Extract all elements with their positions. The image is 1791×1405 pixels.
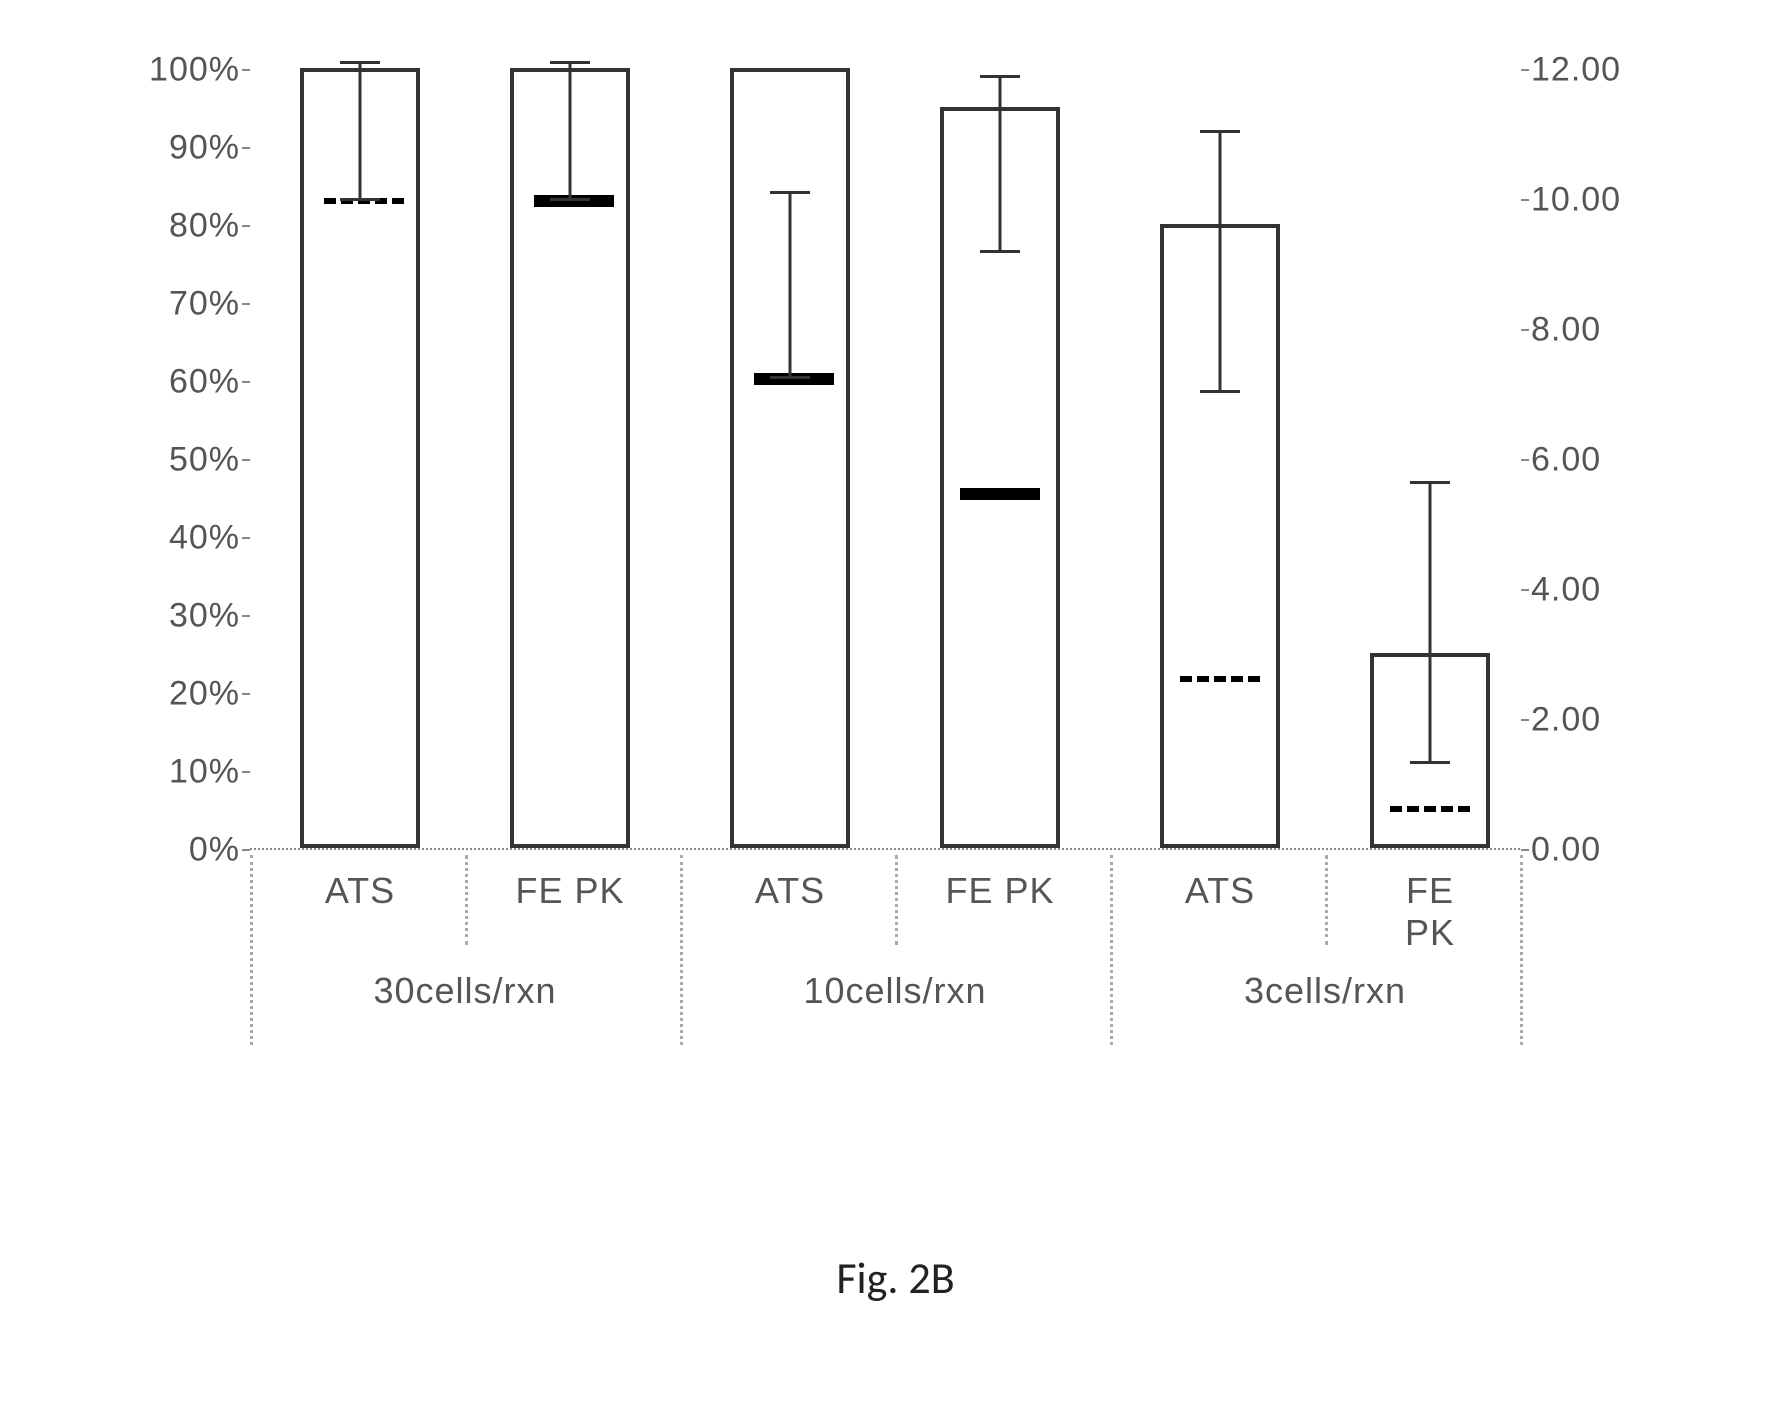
figure-caption: Fig. 2B xyxy=(836,1251,954,1305)
bar-10cells-ats xyxy=(730,68,850,848)
x-label-bar-0: ATS xyxy=(325,870,395,912)
error-cap-icon xyxy=(550,61,590,64)
x-labels-row2: 30cells/rxn 10cells/rxn 3cells/rxn xyxy=(250,970,1520,1030)
bar-30cells-fepk xyxy=(510,68,630,848)
tick-mark-icon xyxy=(242,693,250,695)
y-left-tick-0: 0% xyxy=(189,831,240,870)
x-label-bar-5: FE PK xyxy=(1385,870,1475,954)
x-labels-row1: ATS FE PK ATS FE PK ATS FE PK xyxy=(250,870,1520,930)
x-label-bar-3: FE PK xyxy=(945,870,1054,912)
error-cap-icon xyxy=(980,75,1020,78)
plot-area xyxy=(250,70,1520,850)
divider-icon xyxy=(895,855,898,945)
tick-mark-icon xyxy=(242,225,250,227)
y-right-tick-5: 10.00 xyxy=(1531,181,1621,220)
tick-mark-icon xyxy=(242,69,250,71)
marker-icon xyxy=(960,488,1040,500)
y-left-tick-4: 40% xyxy=(169,519,240,558)
x-label-bar-1: FE PK xyxy=(515,870,624,912)
y-left-tick-6: 60% xyxy=(169,363,240,402)
x-label-bar-4: ATS xyxy=(1185,870,1255,912)
tick-mark-icon xyxy=(242,771,250,773)
error-cap-icon xyxy=(1200,390,1240,393)
tick-mark-icon xyxy=(1521,459,1529,461)
bar-10cells-fepk-overlay xyxy=(940,68,1060,848)
error-cap-icon xyxy=(770,376,810,379)
y-left-tick-2: 20% xyxy=(169,675,240,714)
tick-mark-icon xyxy=(1521,849,1529,851)
y-right-tick-6: 12.00 xyxy=(1531,51,1621,90)
divider-icon xyxy=(1110,855,1113,1045)
error-cap-icon xyxy=(550,198,590,201)
tick-mark-icon xyxy=(242,849,250,851)
error-cap-icon xyxy=(1410,761,1450,764)
bar-30cells-ats xyxy=(300,68,420,848)
error-bar-icon xyxy=(789,194,792,379)
bar-3cells-fepk-overlay xyxy=(1370,68,1490,848)
marker-icon xyxy=(534,195,614,207)
tick-mark-icon xyxy=(1521,199,1529,201)
x-label-bar-2: ATS xyxy=(755,870,825,912)
tick-mark-icon xyxy=(242,303,250,305)
tick-mark-icon xyxy=(242,381,250,383)
error-cap-icon xyxy=(340,198,380,201)
marker-icon xyxy=(1390,806,1470,812)
bar-3cells-ats-overlay xyxy=(1160,68,1280,848)
error-bar-icon xyxy=(569,64,572,201)
tick-mark-icon xyxy=(242,615,250,617)
y-axis-right: 0.00 2.00 4.00 6.00 8.00 10.00 12.00 xyxy=(1521,50,1691,850)
x-label-group-2: 3cells/rxn xyxy=(1244,970,1406,1012)
error-bar-icon xyxy=(1429,484,1432,764)
error-cap-icon xyxy=(1200,130,1240,133)
error-bar-icon xyxy=(1219,133,1222,393)
divider-icon xyxy=(465,855,468,945)
tick-mark-icon xyxy=(242,537,250,539)
marker-icon xyxy=(1180,676,1260,682)
y-left-tick-1: 10% xyxy=(169,753,240,792)
chart-container: 0% 10% 20% 30% 40% 50% 60% 70% 80% 90% 1… xyxy=(100,50,1691,1150)
tick-mark-icon xyxy=(1521,589,1529,591)
tick-mark-icon xyxy=(242,459,250,461)
divider-icon xyxy=(680,855,683,1045)
y-left-tick-9: 90% xyxy=(169,129,240,168)
y-right-tick-2: 4.00 xyxy=(1531,571,1601,610)
tick-mark-icon xyxy=(242,147,250,149)
tick-mark-icon xyxy=(1521,719,1529,721)
error-bar-icon xyxy=(359,64,362,201)
tick-mark-icon xyxy=(1521,329,1529,331)
error-cap-icon xyxy=(770,191,810,194)
y-axis-left: 0% 10% 20% 30% 40% 50% 60% 70% 80% 90% 1… xyxy=(100,50,250,850)
y-left-tick-5: 50% xyxy=(169,441,240,480)
y-left-tick-3: 30% xyxy=(169,597,240,636)
marker-icon xyxy=(754,373,834,385)
x-label-group-1: 10cells/rxn xyxy=(803,970,986,1012)
divider-icon xyxy=(1325,855,1328,945)
error-cap-icon xyxy=(340,61,380,64)
x-label-group-0: 30cells/rxn xyxy=(373,970,556,1012)
y-left-tick-10: 100% xyxy=(149,51,240,90)
y-right-tick-3: 6.00 xyxy=(1531,441,1601,480)
error-bar-icon xyxy=(999,78,1002,254)
y-right-tick-0: 0.00 xyxy=(1531,831,1601,870)
y-left-tick-8: 80% xyxy=(169,207,240,246)
tick-mark-icon xyxy=(1521,69,1529,71)
error-cap-icon xyxy=(1410,481,1450,484)
error-cap-icon xyxy=(980,250,1020,253)
y-left-tick-7: 70% xyxy=(169,285,240,324)
y-right-tick-4: 8.00 xyxy=(1531,311,1601,350)
divider-icon xyxy=(1520,855,1523,1045)
y-right-tick-1: 2.00 xyxy=(1531,701,1601,740)
divider-icon xyxy=(250,855,253,1045)
